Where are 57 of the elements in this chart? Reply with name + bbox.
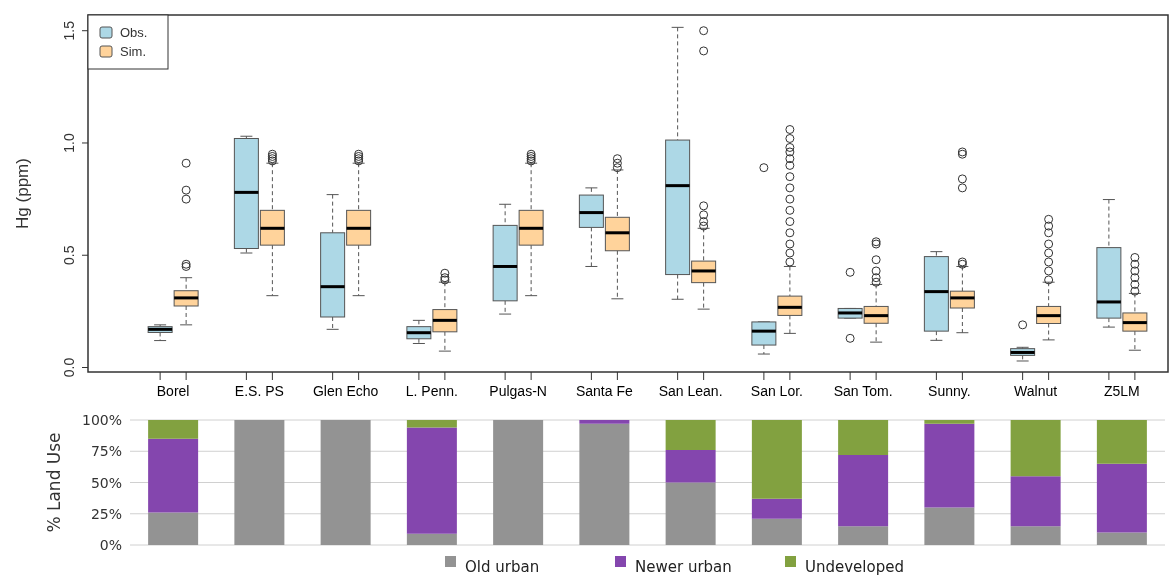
bar — [148, 438, 199, 513]
x-tick-label: San Lor. — [750, 383, 803, 399]
bar — [1096, 463, 1147, 533]
y-tick-label: 1.5 — [61, 20, 77, 41]
legend-label: Old urban — [465, 558, 540, 576]
bar — [838, 526, 889, 545]
bar — [838, 420, 889, 455]
x-tick-label: Glen Echo — [312, 383, 379, 399]
x-tick-label: Pulgas-N — [489, 383, 547, 399]
y-axis-title: Hg (ppm) — [13, 158, 32, 229]
y-tick-label: 25% — [90, 505, 122, 522]
legend-label: Sim. — [120, 44, 146, 59]
bar — [924, 420, 975, 424]
bar — [320, 420, 371, 545]
y-axis-title: % Land Use — [44, 432, 64, 533]
bar — [924, 507, 975, 545]
y-tick-label: 100% — [81, 412, 122, 428]
bar — [751, 498, 802, 519]
bar — [1096, 532, 1147, 545]
legend-label: Undeveloped — [805, 558, 904, 576]
bar — [1010, 476, 1061, 527]
x-tick-label: Walnut — [1014, 383, 1058, 399]
legend-label: Obs. — [120, 25, 148, 40]
y-tick-label: 75% — [90, 443, 122, 460]
bar — [838, 455, 889, 527]
bar — [579, 423, 630, 545]
x-tick-label: Santa Fe — [575, 383, 633, 399]
bar — [665, 420, 716, 450]
bar — [406, 420, 457, 428]
legend-label: Newer urban — [635, 558, 732, 576]
y-tick-label: 0.5 — [61, 245, 77, 265]
y-tick-label: 50% — [90, 474, 122, 491]
bar — [406, 427, 457, 534]
bar — [493, 420, 544, 545]
x-tick-label: San Tom. — [833, 383, 893, 399]
x-tick-label: Sunny. — [928, 383, 971, 399]
bar — [1010, 526, 1061, 545]
bar — [665, 482, 716, 545]
bar — [1010, 420, 1061, 477]
x-tick-label: E.S. PS — [234, 383, 284, 399]
x-tick-label: L. Penn. — [405, 383, 458, 399]
y-tick-label: 1.0 — [61, 133, 77, 153]
bar — [924, 423, 975, 508]
x-tick-label: San Lean. — [658, 383, 723, 399]
bar — [751, 420, 802, 499]
bar — [234, 420, 285, 545]
bar — [148, 420, 199, 439]
bar — [1096, 420, 1147, 464]
y-tick-label: 0% — [99, 537, 122, 553]
x-tick-label: Z5LM — [1103, 383, 1140, 399]
x-tick-label: Borel — [156, 383, 190, 399]
bar — [406, 533, 457, 545]
y-tick-label: 0.0 — [61, 357, 77, 378]
bar — [751, 518, 802, 545]
bar — [665, 450, 716, 483]
bar — [148, 512, 199, 545]
bar — [579, 420, 630, 424]
